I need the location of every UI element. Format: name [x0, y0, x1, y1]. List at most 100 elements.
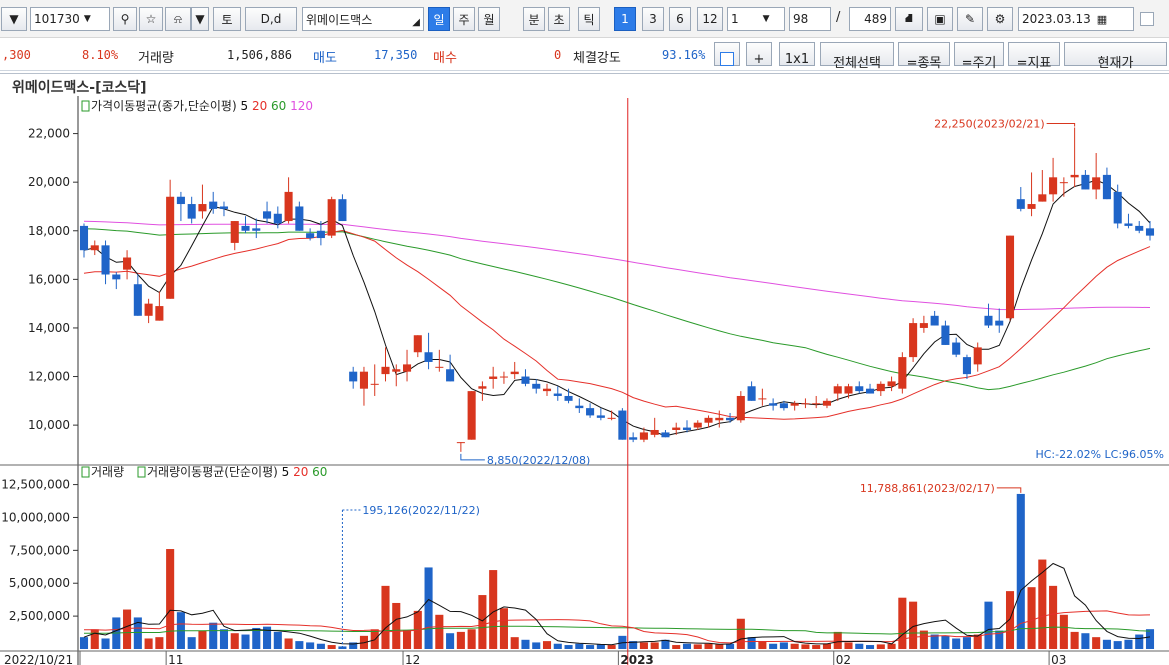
volume-bar — [133, 617, 142, 649]
n-button-12[interactable]: 12 — [697, 7, 723, 31]
candle-body — [790, 403, 799, 406]
candle-body — [607, 417, 616, 419]
candle-body — [381, 366, 390, 375]
volume-bar — [672, 645, 681, 649]
layout-button[interactable]: 1x1 — [779, 42, 815, 67]
n-button-3[interactable]: 3 — [642, 7, 664, 31]
volume-bar — [1113, 641, 1122, 649]
x-tick-label: 2022/10/21 — [4, 653, 73, 665]
volume-bar — [812, 645, 821, 649]
candle-body — [316, 230, 325, 239]
candle-body — [855, 386, 864, 392]
volume-bar — [919, 630, 928, 649]
period-sync-button[interactable]: =주기 — [954, 42, 1004, 71]
menu-dropdown-button[interactable]: ▼ — [1, 7, 27, 31]
volume-bar — [101, 638, 110, 649]
candle-body — [510, 371, 519, 375]
volume-bar — [553, 643, 562, 649]
candle-body — [1102, 174, 1111, 200]
candle-body — [1038, 194, 1047, 202]
candle-body — [941, 325, 950, 345]
stock-name-value: 위메이드맥스 — [306, 12, 373, 27]
save-button[interactable]: ▣ — [927, 7, 953, 31]
current-price-button[interactable]: 현재가 — [1064, 42, 1167, 71]
volume-bar — [79, 637, 89, 649]
volume-bar — [456, 631, 465, 649]
volume-bar — [693, 644, 702, 649]
tab-week[interactable]: 주 — [453, 7, 475, 31]
tab-month-label: 월 — [483, 12, 495, 27]
indicator-sync-button[interactable]: =지표 — [1008, 42, 1060, 71]
layout-button-label: 1x1 — [784, 52, 810, 67]
volume-low-annotation-label: 195,126(2022/11/22) — [362, 504, 479, 517]
tab-month[interactable]: 월 — [478, 7, 500, 31]
volume-bar — [726, 643, 735, 649]
volume-bar — [1038, 559, 1047, 649]
alarm-button[interactable]: ⍾ — [165, 7, 191, 31]
candle-body — [327, 199, 336, 236]
volume-bar — [252, 627, 261, 649]
volume-bar — [779, 642, 788, 649]
n-button-1[interactable]: 1 — [614, 7, 636, 31]
unit-select[interactable]: 1 ▼ — [727, 7, 785, 31]
stock-chart[interactable]: 22,000 20,000 18,000 16,000 14,000 12,000 10,0… — [0, 74, 1169, 665]
volume-bar — [295, 641, 304, 649]
volume-bar — [402, 630, 412, 649]
date-input[interactable]: 2023.03.13 ▦ — [1018, 7, 1134, 31]
to-button-label: 토 — [221, 12, 233, 27]
stock-code-select[interactable]: 101730 ▼ — [30, 7, 110, 31]
volume-bar — [596, 644, 605, 649]
dd-button[interactable]: D,d — [245, 7, 297, 31]
visible-count-input[interactable]: 98 — [789, 7, 831, 31]
candle-body — [736, 395, 745, 421]
volume-tick-label: 10,000,000 — [1, 510, 70, 524]
buy-label: 매수 — [433, 51, 457, 66]
volume-bar — [219, 629, 229, 649]
select-all-label: 전체선택 — [833, 56, 881, 71]
legend-box-icon — [137, 466, 146, 478]
tab-minute[interactable]: 분 — [523, 7, 545, 31]
color-box-button[interactable] — [714, 42, 740, 66]
candle-body — [112, 274, 121, 280]
volume-bar — [682, 643, 692, 649]
tab-tick[interactable]: 틱 — [578, 7, 600, 31]
volume-tick-label: 12,500,000 — [1, 478, 70, 492]
n-button-6[interactable]: 6 — [669, 7, 691, 31]
stock-name-field[interactable]: 위메이드맥스 ◢ — [302, 7, 424, 31]
volume-bar — [187, 637, 196, 649]
candle-body — [672, 427, 681, 430]
x-tick-label: 02 — [836, 653, 851, 665]
chart-panel[interactable]: 위메이드맥스-[코스닥] 22,000 20,000 18,000 16,000 14,… — [0, 73, 1169, 665]
volume-bar — [263, 626, 272, 649]
settings-button[interactable]: ⚙ — [987, 7, 1013, 31]
draw-button[interactable]: ✎ — [957, 7, 983, 31]
candle-body — [424, 352, 433, 362]
candle-body — [629, 437, 638, 440]
add-button[interactable]: + — [746, 42, 772, 67]
favorite-button[interactable]: ☆ — [139, 7, 163, 31]
candle-settings-button[interactable]: ⛘ — [895, 7, 923, 31]
volume-legend-period: 60 — [312, 465, 327, 479]
low-annotation-label: 8,850(2022/12/08) — [487, 454, 590, 467]
candle-body — [1005, 235, 1015, 319]
volume-bar — [769, 643, 778, 649]
x-tick-label: 12 — [405, 653, 420, 665]
tab-day[interactable]: 일 — [428, 7, 450, 31]
current-price-label: 현재가 — [1097, 56, 1134, 71]
alarm-dropdown-button[interactable]: ▼ — [191, 7, 209, 31]
volume-bar — [866, 645, 875, 649]
volume-bar — [715, 644, 724, 649]
candle-body — [90, 245, 99, 251]
to-button[interactable]: 토 — [213, 7, 241, 31]
candle-body — [219, 206, 229, 209]
options-checkbox[interactable] — [1140, 12, 1154, 26]
select-all-button[interactable]: 전체선택 — [820, 42, 894, 71]
candle-body — [338, 199, 347, 222]
candle-body — [209, 201, 218, 209]
candle-body — [1145, 228, 1155, 236]
volume-bar — [747, 637, 756, 649]
volume-bar — [241, 634, 250, 649]
tab-second[interactable]: 초 — [548, 7, 570, 31]
stock-sync-button[interactable]: =종목 — [898, 42, 950, 71]
search-button[interactable]: ⚲ — [113, 7, 137, 31]
